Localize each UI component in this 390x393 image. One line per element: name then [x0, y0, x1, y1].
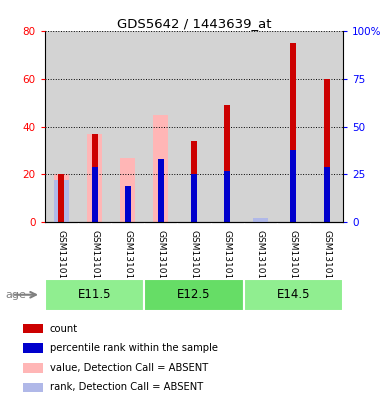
Bar	[324, 79, 330, 222]
Bar	[87, 134, 102, 222]
Text: age: age	[6, 290, 27, 300]
Text: GSM1310181: GSM1310181	[322, 230, 331, 291]
Bar	[144, 279, 244, 310]
Bar	[191, 141, 197, 222]
Bar	[224, 105, 230, 222]
Bar	[291, 150, 296, 222]
Bar	[45, 279, 144, 310]
Text: GSM1310173: GSM1310173	[57, 230, 66, 291]
Text: value, Detection Call = ABSENT: value, Detection Call = ABSENT	[50, 363, 208, 373]
Bar	[92, 167, 98, 222]
Text: GSM1310176: GSM1310176	[90, 230, 99, 291]
Bar	[23, 383, 43, 392]
Text: E14.5: E14.5	[277, 288, 310, 301]
Text: E11.5: E11.5	[78, 288, 111, 301]
Bar	[144, 31, 177, 222]
Bar	[120, 158, 135, 222]
Title: GDS5642 / 1443639_at: GDS5642 / 1443639_at	[117, 17, 271, 30]
Bar	[125, 186, 131, 222]
Bar	[111, 31, 144, 222]
Text: E12.5: E12.5	[177, 288, 211, 301]
Bar	[54, 174, 69, 222]
Text: percentile rank within the sample: percentile rank within the sample	[50, 343, 218, 353]
Text: GSM1310175: GSM1310175	[256, 230, 265, 291]
Bar	[291, 43, 296, 222]
Bar	[310, 31, 343, 222]
Bar	[277, 31, 310, 222]
Bar	[153, 115, 168, 222]
Bar	[224, 171, 230, 222]
Bar	[92, 134, 98, 222]
Text: GSM1310177: GSM1310177	[190, 230, 199, 291]
Bar	[54, 180, 69, 222]
Bar	[23, 363, 43, 373]
Bar	[244, 31, 277, 222]
Text: rank, Detection Call = ABSENT: rank, Detection Call = ABSENT	[50, 382, 203, 393]
Bar	[244, 279, 343, 310]
Bar	[191, 174, 197, 222]
Text: GSM1310174: GSM1310174	[156, 230, 165, 291]
Bar	[177, 31, 211, 222]
Bar	[78, 31, 111, 222]
Bar	[45, 31, 78, 222]
Text: GSM1310179: GSM1310179	[123, 230, 132, 291]
Bar	[23, 324, 43, 333]
Text: GSM1310178: GSM1310178	[289, 230, 298, 291]
Bar	[158, 159, 164, 222]
Text: count: count	[50, 323, 78, 334]
Bar	[324, 167, 330, 222]
Bar	[23, 343, 43, 353]
Bar	[211, 31, 244, 222]
Bar	[58, 174, 64, 222]
Text: GSM1310180: GSM1310180	[223, 230, 232, 291]
Bar	[253, 218, 268, 222]
